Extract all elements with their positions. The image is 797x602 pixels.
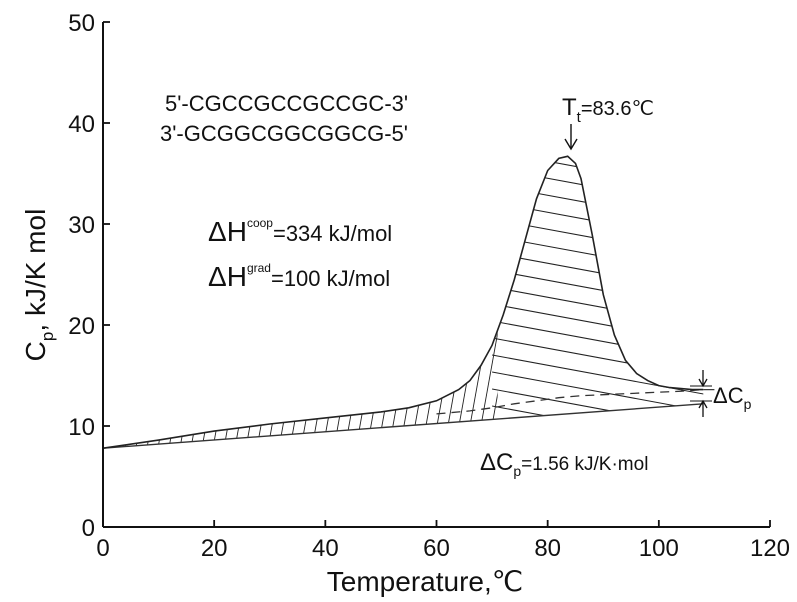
hatch-line bbox=[491, 371, 704, 428]
y-tick-label: 10 bbox=[68, 414, 95, 441]
hatch-line bbox=[728, 20, 797, 520]
y-tick-label: 40 bbox=[68, 111, 95, 138]
x-tick-label: 120 bbox=[750, 535, 790, 562]
hatch-line bbox=[0, 20, 4, 520]
y-axis-title: Cp, kJ/K mol bbox=[20, 209, 57, 362]
hatch-line bbox=[717, 20, 797, 520]
hatch-line bbox=[739, 20, 797, 520]
hatch-line bbox=[706, 20, 796, 520]
hatch-line bbox=[639, 156, 704, 449]
hatch-line bbox=[492, 559, 790, 602]
delta-cp-arrows bbox=[690, 370, 712, 417]
sequence-bottom: 3'-GCGGCGGCGGCG-5' bbox=[160, 121, 408, 146]
dh-grad-label: ΔHgrad=100 kJ/mol bbox=[208, 261, 390, 292]
x-tick-label: 0 bbox=[96, 535, 109, 562]
hatch-line bbox=[492, 474, 790, 529]
hatch-line bbox=[606, 156, 698, 449]
sequence-top: 5'-CGCCGCCGCCGC-3' bbox=[165, 91, 408, 116]
x-tick-label: 40 bbox=[312, 535, 339, 562]
hatch-line bbox=[491, 405, 704, 449]
hatch-line bbox=[617, 156, 704, 449]
hatch-line bbox=[672, 156, 704, 449]
peak-hatch-right bbox=[491, 156, 790, 602]
delta-cp-side-label: ΔCp bbox=[713, 383, 752, 412]
dh-coop-label: ΔHcoop=334 kJ/mol bbox=[208, 216, 392, 247]
hatch-line bbox=[408, 156, 500, 449]
hatch-line bbox=[491, 354, 704, 411]
hatch-line bbox=[683, 156, 704, 449]
hatch-line bbox=[491, 156, 704, 173]
delta-cp-value-label: ΔCp=1.56 kJ/K·mol bbox=[480, 449, 648, 479]
svg-text:Cp, kJ/K mol: Cp, kJ/K mol bbox=[20, 209, 57, 362]
heat-capacity-curve bbox=[102, 155, 704, 449]
hatch-line bbox=[0, 20, 15, 520]
x-tick-label: 80 bbox=[534, 535, 561, 562]
y-tick-label: 50 bbox=[68, 10, 95, 37]
hatch-line bbox=[650, 156, 704, 449]
x-tick-label: 60 bbox=[423, 535, 450, 562]
hatch-line bbox=[783, 20, 797, 520]
hatch-line bbox=[397, 156, 489, 449]
transition-arrow bbox=[564, 124, 578, 151]
x-tick-label: 20 bbox=[201, 535, 228, 562]
hatch-line bbox=[761, 20, 797, 520]
y-tick-label: 0 bbox=[82, 515, 95, 542]
hatch-line bbox=[419, 156, 511, 449]
hatch-line bbox=[750, 20, 797, 520]
hatch-line bbox=[772, 20, 797, 520]
hatch-line bbox=[430, 156, 522, 449]
hatch-line bbox=[595, 156, 687, 449]
transition-temperature-label: Tt=83.6℃ bbox=[562, 94, 654, 126]
hatch-line bbox=[628, 156, 704, 449]
hatch-line bbox=[491, 156, 704, 190]
dashed-baseline-line bbox=[436, 388, 704, 415]
y-tick-label: 30 bbox=[68, 212, 95, 239]
y-tick-label: 20 bbox=[68, 313, 95, 340]
hatch-line bbox=[661, 156, 704, 449]
x-tick-label: 100 bbox=[639, 535, 679, 562]
baseline-line bbox=[102, 403, 704, 449]
x-axis-title: Temperature,℃ bbox=[327, 566, 523, 597]
hatch-line bbox=[694, 156, 704, 449]
